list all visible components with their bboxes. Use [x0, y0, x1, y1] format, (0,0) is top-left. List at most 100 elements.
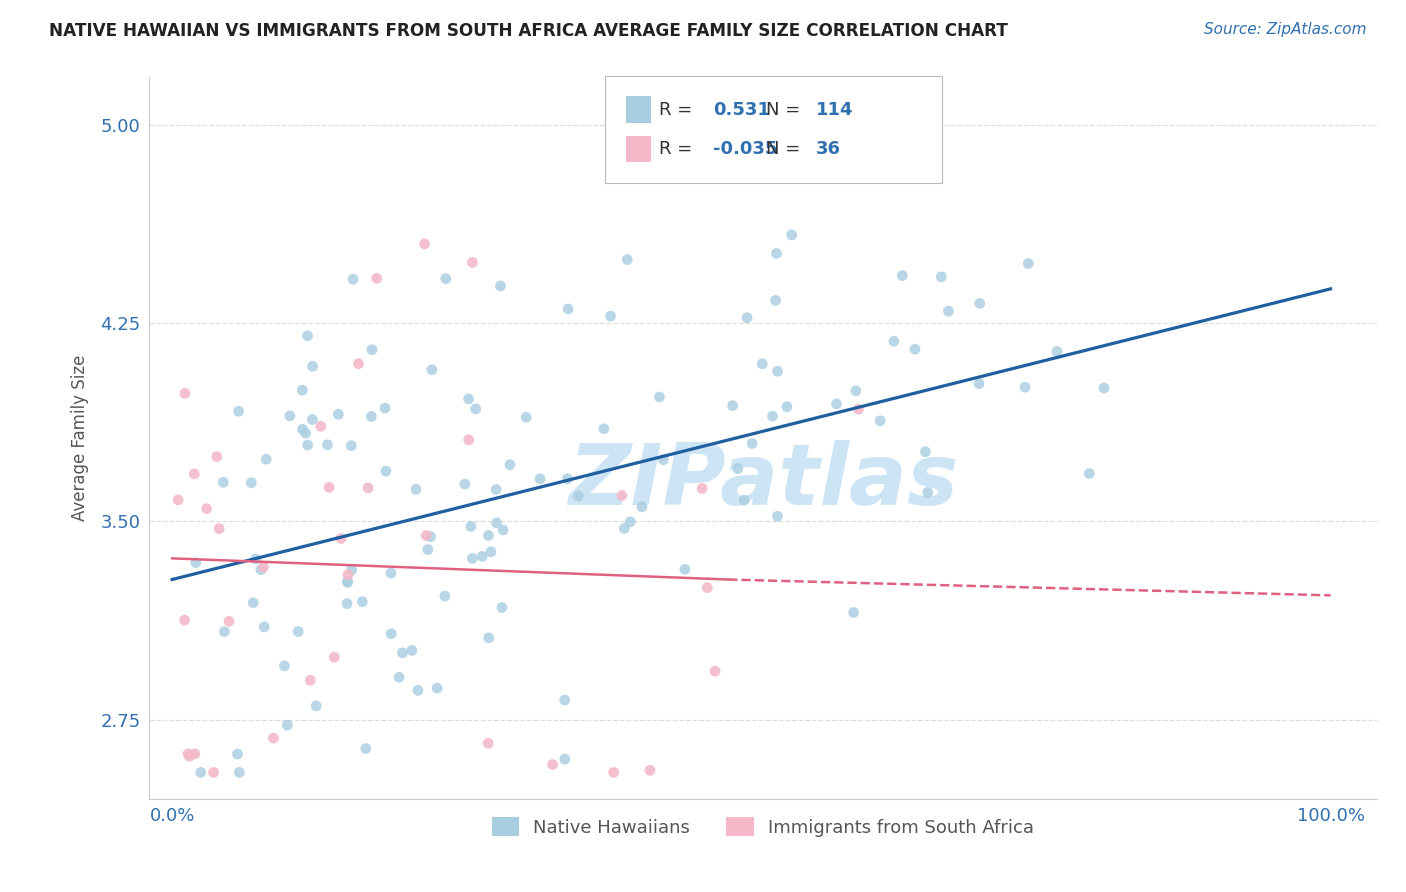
Point [696, 581, 718, 595]
Point [599, 309, 621, 323]
Point [330, 532, 353, 546]
Point [328, 407, 350, 421]
Point [765, 246, 787, 260]
Point [461, 551, 484, 566]
Point [250, 563, 273, 577]
Point [167, 492, 190, 507]
Point [336, 574, 359, 589]
Point [751, 357, 773, 371]
Y-axis label: Average Family Size: Average Family Size [72, 355, 89, 521]
Point [638, 764, 661, 778]
Point [218, 615, 240, 629]
Point [252, 560, 274, 574]
Point [478, 631, 501, 645]
Point [602, 765, 624, 780]
Point [301, 359, 323, 374]
Point [491, 600, 513, 615]
Point [212, 475, 235, 490]
Point [263, 731, 285, 745]
Point [434, 271, 457, 285]
Point [208, 522, 231, 536]
Point [733, 493, 755, 508]
Point [471, 549, 494, 564]
Point [297, 438, 319, 452]
Point [848, 402, 870, 417]
Point [228, 404, 250, 418]
Point [477, 528, 499, 542]
Point [419, 530, 441, 544]
Point [735, 310, 758, 325]
Point [914, 444, 936, 458]
Point [374, 401, 396, 416]
Point [406, 683, 429, 698]
Point [340, 563, 363, 577]
Point [766, 509, 789, 524]
Point [460, 519, 482, 533]
Point [316, 438, 339, 452]
Point [240, 475, 263, 490]
Point [1078, 467, 1101, 481]
Point [361, 343, 384, 357]
Point [825, 397, 848, 411]
Point [492, 523, 515, 537]
Point [337, 567, 360, 582]
Point [610, 488, 633, 502]
Point [318, 480, 340, 494]
Point [917, 485, 939, 500]
Point [254, 452, 277, 467]
Text: 0.531: 0.531 [713, 101, 769, 119]
Point [967, 376, 990, 391]
Point [195, 501, 218, 516]
Point [391, 646, 413, 660]
Point [485, 483, 508, 497]
Point [479, 545, 502, 559]
Point [1017, 257, 1039, 271]
Point [766, 364, 789, 378]
Text: N =: N = [766, 140, 806, 158]
Point [336, 597, 359, 611]
Point [929, 269, 952, 284]
Text: Source: ZipAtlas.com: Source: ZipAtlas.com [1204, 22, 1367, 37]
Point [214, 624, 236, 639]
Point [388, 670, 411, 684]
Text: -0.035: -0.035 [713, 140, 778, 158]
Point [242, 596, 264, 610]
Point [202, 765, 225, 780]
Point [190, 765, 212, 780]
Point [461, 255, 484, 269]
Point [721, 399, 744, 413]
Point [541, 757, 564, 772]
Point [347, 357, 370, 371]
Point [336, 575, 359, 590]
Point [761, 409, 783, 424]
Point [741, 436, 763, 450]
Point [554, 693, 576, 707]
Point [177, 747, 200, 761]
Point [727, 461, 749, 475]
Point [673, 562, 696, 576]
Point [184, 747, 207, 761]
Point [648, 390, 671, 404]
Point [226, 747, 249, 761]
Point [340, 439, 363, 453]
Point [613, 521, 636, 535]
Text: 36: 36 [815, 140, 841, 158]
Point [294, 426, 316, 441]
Point [305, 698, 328, 713]
Point [1046, 344, 1069, 359]
Text: R =: R = [659, 140, 699, 158]
Point [567, 489, 589, 503]
Point [380, 566, 402, 580]
Point [457, 392, 479, 406]
Point [557, 472, 579, 486]
Point [413, 236, 436, 251]
Point [454, 477, 477, 491]
Point [1092, 381, 1115, 395]
Text: 114: 114 [815, 101, 853, 119]
Point [291, 383, 314, 397]
Point [433, 589, 456, 603]
Point [883, 334, 905, 349]
Text: N =: N = [766, 101, 806, 119]
Point [357, 481, 380, 495]
Point [780, 227, 803, 242]
